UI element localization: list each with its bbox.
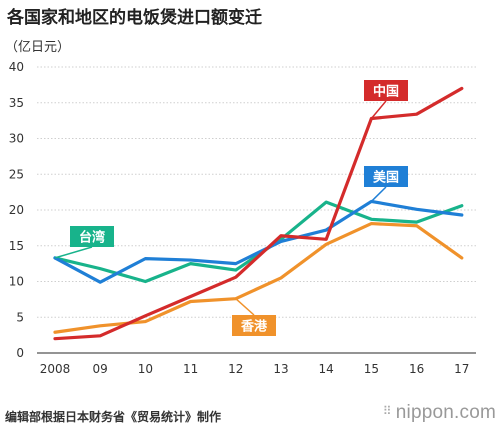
chart-title: 各国家和地区的电饭煲进口额变迁	[7, 8, 262, 28]
x-tick-label: 10	[138, 362, 153, 376]
grid-lines	[37, 66, 476, 354]
x-tick-label: 12	[228, 362, 243, 376]
series-label-美国: 美国	[373, 170, 399, 186]
series-line-美国	[53, 199, 464, 284]
y-tick-label: 10	[9, 275, 24, 289]
y-tick-label: 20	[9, 203, 24, 217]
y-tick-label: 35	[9, 96, 24, 110]
x-tick-label: 16	[409, 362, 424, 376]
y-tick-label: 0	[16, 346, 24, 360]
label-box-美国	[364, 166, 408, 187]
x-tick-label: 17	[454, 362, 469, 376]
y-tick-label: 40	[9, 60, 24, 74]
series-lines	[53, 86, 464, 341]
label-pointer-香港	[235, 298, 255, 316]
x-tick-label: 14	[319, 362, 334, 376]
label-box-台湾	[70, 226, 114, 247]
brand-dots-icon: ⠿	[382, 404, 392, 418]
series-line-台湾	[53, 200, 464, 284]
brand-name: nippon.com	[395, 402, 496, 423]
source-note: 编辑部根据日本财务省《贸易统计》制作	[5, 410, 222, 424]
y-axis-ticks: 0 5 10 15 20 25 30 35 40	[9, 60, 24, 360]
label-box-香港	[232, 315, 276, 336]
x-tick-label: 13	[273, 362, 288, 376]
series-label-台湾: 台湾	[79, 230, 105, 246]
x-axis-ticks: 2008 09 10 11 12 13 14 15 16 17	[40, 362, 470, 376]
series-line-香港	[53, 221, 464, 334]
y-axis-unit: （亿日元）	[5, 40, 71, 55]
label-pointer-美国	[370, 186, 387, 202]
x-tick-label: 09	[93, 362, 108, 376]
label-pointer-台湾	[54, 246, 93, 259]
y-tick-label: 15	[9, 239, 24, 253]
x-tick-label: 11	[183, 362, 198, 376]
series-line-中国	[53, 86, 464, 341]
y-tick-label: 30	[9, 132, 24, 146]
series-label-中国: 中国	[373, 84, 399, 100]
x-tick-label: 15	[364, 362, 379, 376]
x-tick-label: 2008	[40, 362, 71, 376]
y-tick-label: 5	[16, 310, 24, 324]
label-pointer-中国	[370, 100, 387, 119]
brand-logo: ⠿ nippon.com	[383, 402, 496, 424]
label-box-中国	[364, 80, 408, 101]
series-label-香港: 香港	[240, 319, 268, 335]
y-tick-label: 25	[9, 167, 24, 181]
